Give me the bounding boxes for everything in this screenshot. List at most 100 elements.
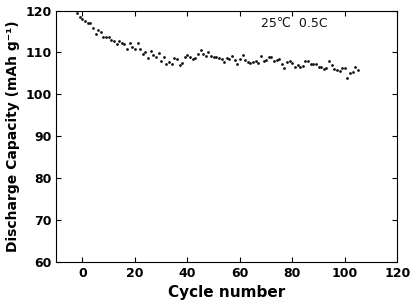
Point (87, 21, 94, 26)
Point (142, 50, 149, 55)
Point (82, 18, 89, 23)
Point (166, 59, 172, 64)
Point (292, 65, 298, 69)
Point (336, 69, 343, 74)
Point (263, 58, 270, 62)
Point (239, 53, 246, 58)
X-axis label: Cycle number: Cycle number (168, 285, 285, 300)
Point (89, 25, 96, 30)
Point (134, 41, 141, 46)
Point (126, 41, 133, 46)
Point (255, 61, 262, 65)
Point (161, 54, 167, 59)
Point (281, 66, 288, 71)
Point (213, 54, 220, 59)
Point (260, 58, 267, 63)
Point (247, 60, 254, 65)
Point (108, 37, 115, 42)
Point (184, 52, 191, 57)
Point (305, 59, 312, 64)
Point (163, 62, 170, 67)
Point (208, 54, 214, 58)
Point (334, 67, 340, 72)
Point (124, 46, 130, 51)
Point (339, 65, 346, 70)
Point (187, 54, 193, 59)
Point (237, 57, 243, 62)
Point (302, 59, 309, 64)
Point (155, 51, 162, 56)
Point (258, 54, 264, 59)
Point (95, 28, 102, 32)
Point (173, 56, 180, 61)
Point (77, 15, 83, 20)
Point (271, 59, 277, 64)
Point (192, 56, 198, 61)
Point (205, 49, 212, 54)
Point (347, 71, 354, 76)
Point (320, 67, 327, 72)
Point (92, 31, 99, 36)
Point (297, 64, 304, 69)
Point (103, 35, 109, 39)
Point (328, 63, 335, 68)
Point (150, 53, 157, 58)
Point (231, 58, 238, 62)
Point (352, 64, 359, 69)
Point (286, 59, 293, 64)
Point (139, 51, 146, 56)
Point (300, 63, 306, 68)
Point (344, 76, 351, 80)
Point (294, 63, 301, 68)
Point (226, 57, 233, 62)
Point (113, 42, 120, 47)
Point (176, 62, 183, 67)
Point (145, 55, 151, 60)
Point (100, 34, 107, 39)
Point (342, 65, 348, 70)
Point (200, 52, 206, 57)
Point (221, 59, 228, 64)
Point (218, 57, 225, 62)
Point (276, 57, 282, 62)
Text: 25℃  0.5C: 25℃ 0.5C (261, 17, 327, 30)
Point (181, 54, 188, 59)
Point (179, 61, 186, 65)
Point (265, 54, 272, 59)
Point (158, 59, 164, 64)
Point (245, 59, 251, 64)
Point (97, 30, 104, 35)
Point (137, 47, 144, 52)
Y-axis label: Discharge Capacity (mAh g⁻¹): Discharge Capacity (mAh g⁻¹) (5, 21, 20, 252)
Point (119, 41, 125, 46)
Point (268, 54, 275, 59)
Point (153, 54, 159, 59)
Point (279, 61, 285, 66)
Point (310, 62, 317, 67)
Point (284, 59, 290, 64)
Point (229, 54, 235, 58)
Point (116, 39, 123, 44)
Point (121, 42, 128, 47)
Point (273, 58, 280, 62)
Point (313, 62, 319, 67)
Point (315, 64, 322, 69)
Point (111, 38, 117, 43)
Point (168, 62, 175, 67)
Point (215, 56, 222, 61)
Point (203, 54, 209, 59)
Point (253, 58, 259, 63)
Point (197, 47, 204, 52)
Point (307, 62, 314, 66)
Point (323, 65, 330, 70)
Point (289, 60, 296, 65)
Point (171, 56, 178, 61)
Point (210, 54, 217, 59)
Point (250, 60, 256, 65)
Point (147, 48, 154, 53)
Point (195, 51, 201, 56)
Point (223, 55, 230, 60)
Point (84, 21, 91, 25)
Point (354, 67, 361, 72)
Point (318, 65, 324, 69)
